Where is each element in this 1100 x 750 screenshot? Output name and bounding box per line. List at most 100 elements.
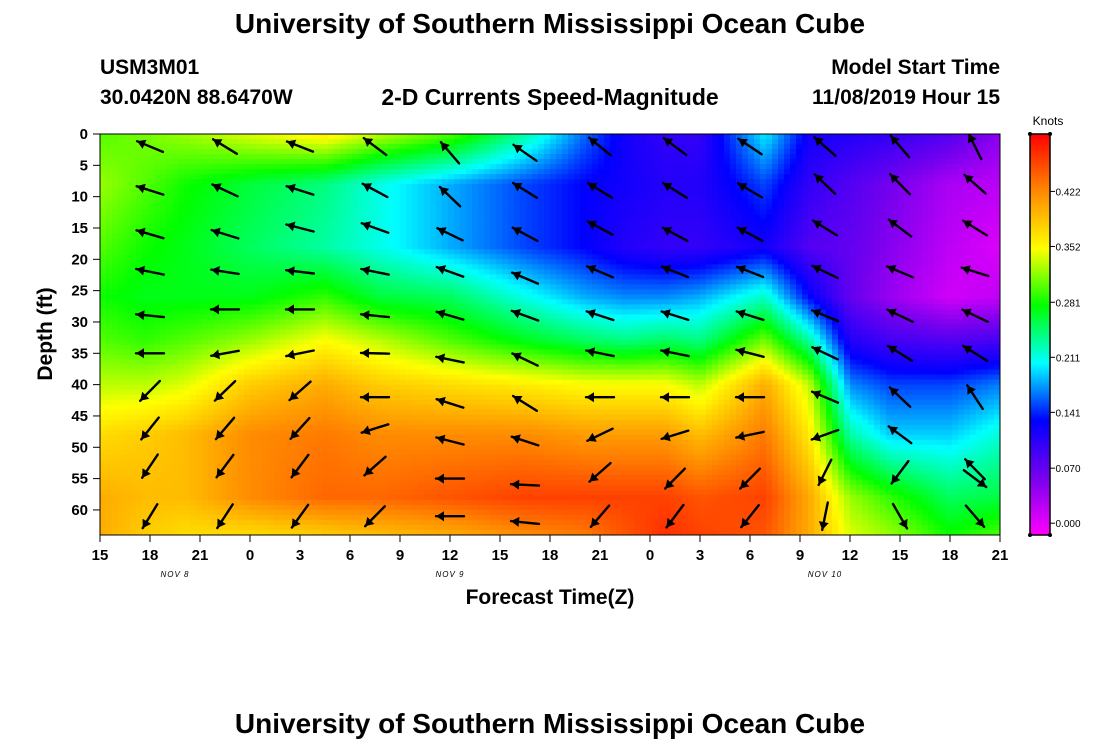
- heatmap-cell: [652, 264, 659, 270]
- heatmap-cell: [310, 284, 317, 290]
- heatmap-cell: [670, 249, 677, 255]
- heatmap-cell: [436, 214, 443, 220]
- heatmap-cell: [670, 234, 677, 240]
- heatmap-cell: [916, 164, 923, 170]
- heatmap-cell: [202, 299, 209, 306]
- heatmap-cell: [526, 284, 533, 290]
- station-id: USM3M01: [100, 56, 200, 79]
- heatmap-cell: [268, 149, 275, 155]
- heatmap-cell: [520, 209, 527, 215]
- heatmap-cell: [724, 179, 731, 185]
- heatmap-cell: [442, 169, 449, 175]
- heatmap-cell: [118, 239, 125, 245]
- heatmap-cell: [568, 159, 575, 165]
- heatmap-cell: [424, 234, 431, 240]
- heatmap-cell: [256, 239, 263, 245]
- heatmap-cell: [766, 219, 773, 225]
- heatmap-cell: [190, 249, 197, 255]
- heatmap-cell: [670, 239, 677, 245]
- heatmap-cell: [106, 234, 113, 240]
- heatmap-cell: [214, 244, 221, 250]
- heatmap-cell: [760, 169, 767, 175]
- heatmap-cell: [496, 184, 503, 190]
- heatmap-cell: [490, 154, 497, 160]
- heatmap-cell: [484, 234, 491, 240]
- heatmap-cell: [832, 259, 839, 265]
- heatmap-cell: [148, 174, 155, 180]
- heatmap-cell: [358, 249, 365, 255]
- heatmap-cell: [970, 254, 977, 260]
- heatmap-cell: [760, 224, 767, 230]
- heatmap-cell: [994, 224, 1000, 230]
- heatmap-cell: [928, 269, 935, 275]
- heatmap-cell: [256, 269, 263, 275]
- heatmap-cell: [676, 149, 683, 155]
- heatmap-cell: [562, 209, 569, 215]
- heatmap-cell: [550, 239, 557, 245]
- heatmap-cell: [220, 244, 227, 250]
- heatmap-cell: [514, 214, 521, 220]
- heatmap-cell: [610, 279, 617, 285]
- heatmap-cell: [730, 289, 737, 295]
- heatmap-cell: [580, 174, 587, 180]
- heatmap-cell: [286, 219, 293, 225]
- heatmap-cell: [250, 294, 257, 301]
- heatmap-cell: [214, 234, 221, 240]
- heatmap-cell: [256, 169, 263, 175]
- heatmap-cell: [736, 154, 743, 160]
- heatmap-cell: [118, 219, 125, 225]
- heatmap-cell: [118, 134, 125, 140]
- heatmap-cell: [112, 234, 119, 240]
- heatmap-cell: [340, 204, 347, 210]
- heatmap-cell: [496, 294, 503, 301]
- heatmap-cell: [880, 229, 887, 235]
- heatmap-cell: [310, 194, 317, 200]
- heatmap-cell: [250, 274, 257, 280]
- heatmap-cell: [166, 169, 173, 175]
- heatmap-cell: [130, 264, 137, 270]
- heatmap-cell: [274, 289, 281, 295]
- heatmap-cell: [622, 234, 629, 240]
- heatmap-cell: [736, 169, 743, 175]
- heatmap-cell: [640, 294, 647, 301]
- heatmap-cell: [112, 299, 119, 306]
- heatmap-cell: [676, 159, 683, 165]
- heatmap-cell: [784, 194, 791, 200]
- heatmap-cell: [424, 164, 431, 170]
- heatmap-cell: [526, 279, 533, 285]
- heatmap-cell: [742, 249, 749, 255]
- heatmap-cell: [418, 269, 425, 275]
- heatmap-cell: [520, 204, 527, 210]
- heatmap-cell: [622, 159, 629, 165]
- heatmap-cell: [778, 224, 785, 230]
- heatmap-cell: [160, 154, 167, 160]
- heatmap-cell: [550, 274, 557, 280]
- heatmap-cell: [670, 144, 677, 150]
- heatmap-cell: [388, 229, 395, 235]
- heatmap-cell: [508, 209, 515, 215]
- heatmap-cell: [940, 159, 947, 165]
- heatmap-cell: [214, 209, 221, 215]
- heatmap-cell: [802, 274, 809, 280]
- heatmap-cell: [112, 274, 119, 280]
- heatmap-cell: [874, 289, 881, 295]
- heatmap-cell: [766, 144, 773, 150]
- heatmap-cell: [262, 184, 269, 190]
- heatmap-cell: [538, 169, 545, 175]
- heatmap-cell: [478, 149, 485, 155]
- heatmap-cell: [892, 239, 899, 245]
- heatmap-cell: [394, 194, 401, 200]
- heatmap-cell: [862, 144, 869, 150]
- heatmap-cell: [448, 274, 455, 280]
- heatmap-cell: [340, 209, 347, 215]
- heatmap-cell: [652, 234, 659, 240]
- heatmap-cell: [502, 184, 509, 190]
- heatmap-cell: [946, 149, 953, 155]
- heatmap-cell: [334, 194, 341, 200]
- heatmap-cell: [826, 274, 833, 280]
- heatmap-cell: [544, 254, 551, 260]
- heatmap-cell: [916, 229, 923, 235]
- heatmap-cell: [610, 149, 617, 155]
- heatmap-cell: [274, 174, 281, 180]
- heatmap-cell: [160, 274, 167, 280]
